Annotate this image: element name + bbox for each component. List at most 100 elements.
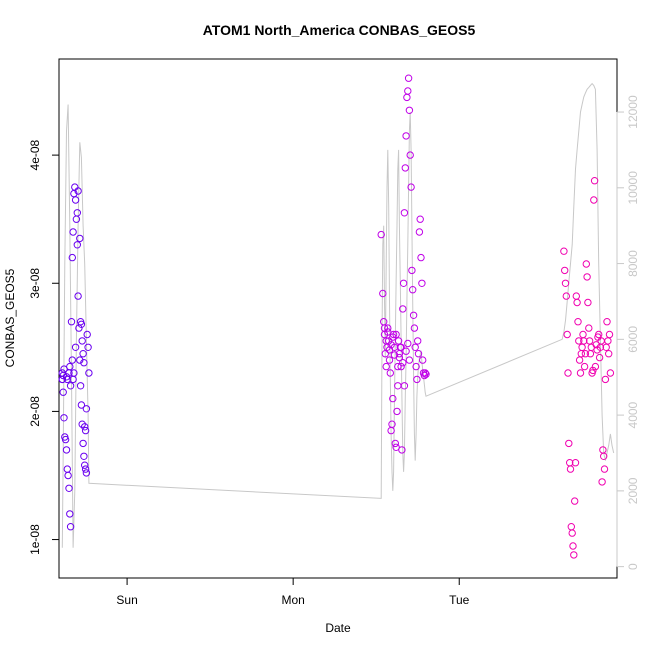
data-point xyxy=(583,273,591,281)
data-point xyxy=(388,420,396,428)
data-point xyxy=(568,529,576,537)
data-point xyxy=(394,362,402,371)
data-point xyxy=(410,324,419,332)
y2-tick-label: 6000 xyxy=(626,326,640,353)
data-point xyxy=(77,401,86,409)
y2-tick-label: 2000 xyxy=(626,477,640,504)
data-point xyxy=(385,356,394,364)
data-point xyxy=(84,343,92,351)
data-point xyxy=(73,209,82,217)
data-point xyxy=(71,196,80,204)
data-point xyxy=(68,253,77,262)
data-point xyxy=(566,465,575,473)
data-point xyxy=(569,542,577,550)
data-point xyxy=(377,230,385,239)
data-point xyxy=(402,132,410,140)
data-point xyxy=(69,228,77,236)
data-point xyxy=(391,439,399,448)
y2-tick-label: 10000 xyxy=(626,171,640,205)
data-point xyxy=(575,337,583,345)
data-point xyxy=(414,337,422,345)
data-point xyxy=(60,414,68,422)
data-point xyxy=(78,337,86,345)
data-point xyxy=(600,465,609,473)
data-point xyxy=(61,435,70,444)
data-point xyxy=(603,318,611,326)
data-point xyxy=(400,209,409,217)
data-point xyxy=(580,362,589,371)
x-tick-label: Mon xyxy=(281,593,304,607)
x-axis-label: Date xyxy=(325,621,351,635)
altitude-line-series xyxy=(61,82,615,548)
data-point xyxy=(399,279,408,287)
data-point xyxy=(600,452,608,460)
data-point xyxy=(565,439,573,448)
data-point xyxy=(62,446,71,454)
y-tick-label: 3e-08 xyxy=(28,268,42,299)
data-point xyxy=(407,183,415,191)
data-point xyxy=(71,343,80,351)
data-point xyxy=(385,346,394,354)
data-point xyxy=(417,253,425,262)
y2-tick-label: 0 xyxy=(626,563,640,570)
data-point xyxy=(81,426,90,435)
data-point xyxy=(74,292,82,300)
data-point xyxy=(398,446,406,454)
data-point xyxy=(395,353,404,362)
data-point xyxy=(79,350,87,358)
y-tick-label: 1e-08 xyxy=(28,524,42,555)
data-point xyxy=(589,366,597,375)
data-point xyxy=(590,196,598,204)
y2-tick-label: 4000 xyxy=(626,401,640,428)
data-point xyxy=(418,279,426,287)
data-point xyxy=(73,241,82,249)
data-point xyxy=(70,369,78,377)
data-point xyxy=(66,362,74,371)
data-point xyxy=(74,187,82,195)
data-point xyxy=(563,330,571,339)
data-point xyxy=(413,375,421,384)
data-point xyxy=(76,356,84,364)
data-point xyxy=(68,356,77,364)
data-point xyxy=(399,305,407,313)
data-point xyxy=(573,298,581,307)
y-tick-label: 4e-08 xyxy=(28,139,42,170)
data-point xyxy=(414,350,423,358)
data-point xyxy=(379,289,387,298)
data-point xyxy=(585,324,593,332)
data-point xyxy=(595,330,603,339)
data-point xyxy=(405,106,414,115)
data-point xyxy=(561,279,570,287)
data-point xyxy=(570,551,578,559)
data-point xyxy=(77,320,86,328)
data-point xyxy=(415,228,424,236)
data-point xyxy=(406,151,414,159)
data-point xyxy=(606,369,615,377)
data-point xyxy=(387,341,395,349)
secondary-y-axis: 0 2000 4000 6000 8000 10000 12000 xyxy=(616,95,640,570)
data-point xyxy=(571,497,579,505)
data-point xyxy=(66,510,74,518)
data-point xyxy=(82,405,91,413)
data-point xyxy=(81,465,90,473)
data-point xyxy=(419,356,427,364)
scatter-points xyxy=(58,74,615,559)
data-point xyxy=(385,337,393,345)
data-point xyxy=(582,260,590,268)
y-tick-label: 2e-08 xyxy=(28,396,42,427)
data-point xyxy=(411,343,419,351)
data-point xyxy=(66,382,75,390)
data-point xyxy=(409,311,418,319)
data-point xyxy=(76,234,84,243)
data-point xyxy=(409,286,417,294)
data-point xyxy=(85,369,93,377)
data-point xyxy=(76,382,85,390)
data-point xyxy=(78,420,86,428)
data-point xyxy=(605,350,613,358)
y-axis: 1e-08 2e-08 3e-08 4e-08 xyxy=(28,139,60,555)
y2-tick-label: 8000 xyxy=(626,250,640,277)
data-point xyxy=(422,370,430,378)
altitude-line xyxy=(61,82,615,548)
data-point xyxy=(397,362,405,371)
